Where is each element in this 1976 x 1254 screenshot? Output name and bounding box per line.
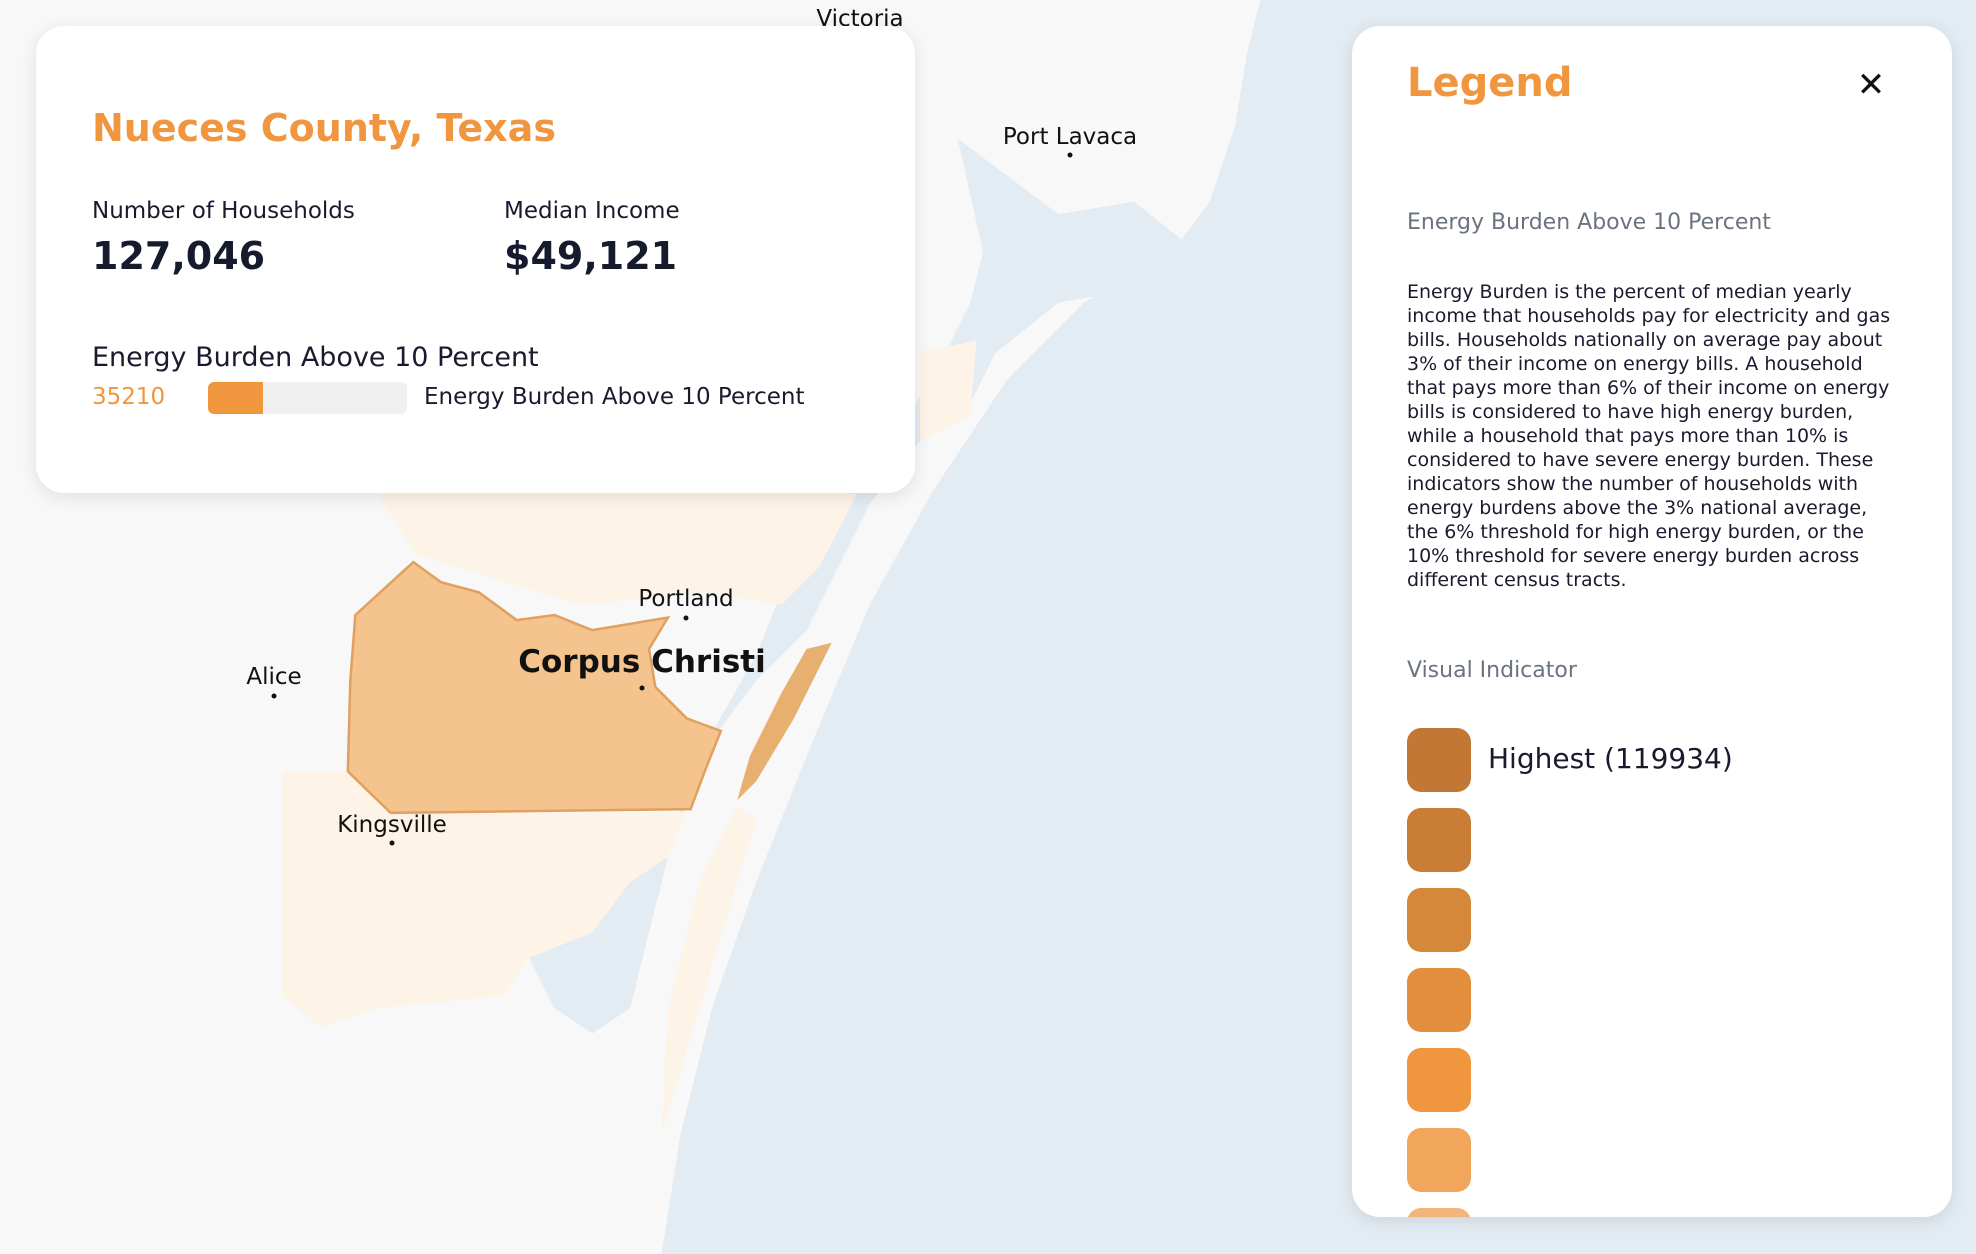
legend-description: Energy Burden is the percent of median y…: [1407, 281, 1891, 591]
metric-label: Energy Burden Above 10 Percent: [424, 384, 805, 410]
city-label-portland: Portland: [638, 586, 734, 612]
legend-swatch-label: Highest (119934): [1488, 742, 1733, 775]
legend-swatch: [1407, 1048, 1471, 1112]
legend-swatch: [1407, 888, 1471, 952]
legend-panel: Legend ✕ Energy Burden Above 10 Percent …: [1352, 26, 1952, 1217]
county-title: Nueces County, Texas: [92, 106, 556, 150]
county-nueces-selected[interactable]: [346, 560, 723, 815]
city-dot-kingsville: [389, 840, 395, 846]
barrier-island: [661, 806, 757, 1135]
households-label: Number of Households: [92, 198, 355, 224]
income-value: $49,121: [504, 234, 678, 278]
legend-swatch: [1407, 808, 1471, 872]
metric-progress-fill: [208, 382, 264, 414]
metric-value: 35210: [92, 384, 166, 410]
padre-island: [737, 642, 832, 801]
city-dot-portland: [683, 615, 689, 621]
water-bay: [529, 138, 1198, 1034]
city-label-kingsville: Kingsville: [337, 812, 447, 838]
income-label: Median Income: [504, 198, 680, 224]
legend-swatch: [1407, 1128, 1471, 1192]
legend-swatch: [1407, 1208, 1471, 1217]
visual-indicator-label: Visual Indicator: [1407, 658, 1577, 683]
legend-swatch: [1407, 728, 1471, 792]
city-dot-port-lavaca: [1067, 152, 1073, 158]
households-value: 127,046: [92, 234, 266, 278]
legend-title: Legend: [1407, 60, 1573, 106]
metric-progress-bar: [208, 382, 407, 414]
close-icon[interactable]: ✕: [1856, 65, 1886, 105]
legend-subtitle: Energy Burden Above 10 Percent: [1407, 210, 1771, 235]
legend-swatch: [1407, 968, 1471, 1032]
county-info-card: Nueces County, Texas Number of Household…: [36, 26, 915, 493]
county-light-north: [378, 340, 977, 605]
city-label-alice: Alice: [246, 664, 302, 690]
county-kleberg: [282, 771, 687, 1028]
city-dot-alice: [271, 693, 277, 699]
city-dot-corpus-christi: [639, 685, 645, 691]
city-label-corpus-christi: Corpus Christi: [518, 644, 766, 680]
city-label-port-lavaca: Port Lavaca: [1002, 124, 1138, 150]
section-title: Energy Burden Above 10 Percent: [92, 342, 539, 373]
